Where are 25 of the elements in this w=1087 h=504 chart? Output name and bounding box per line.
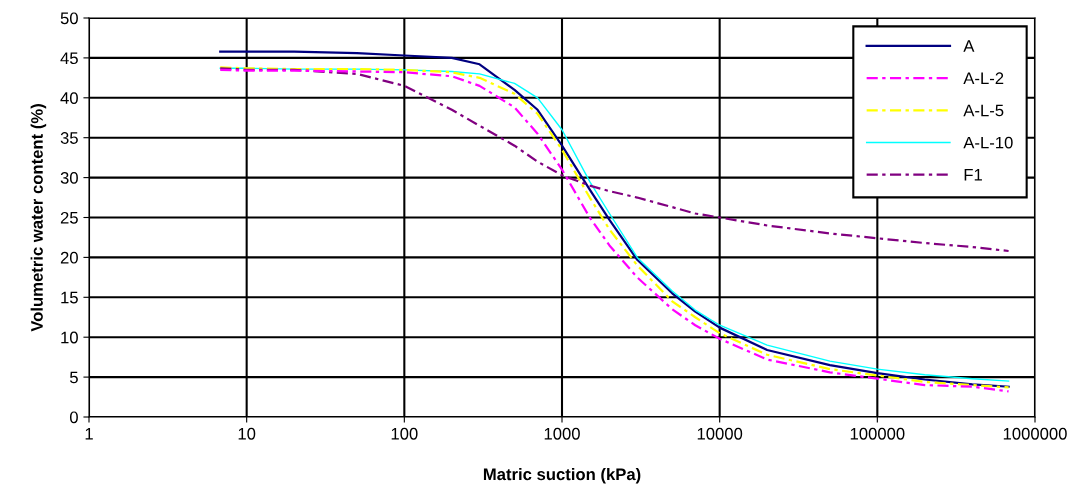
y-tick-label: 30	[60, 172, 78, 184]
y-tick-label: 35	[60, 132, 78, 144]
y-tick-label: 5	[69, 371, 78, 384]
legend-label: F1	[964, 169, 982, 181]
x-tick-label: 10	[238, 427, 256, 440]
x-tick-label: 10000	[697, 427, 743, 440]
y-tick-label: 25	[60, 211, 78, 224]
y-tick-label: 20	[60, 251, 78, 264]
legend-label: A-L-2	[963, 72, 1004, 84]
y-tick-label: 0	[69, 411, 78, 424]
x-tick-label: 1	[85, 428, 93, 440]
x-tick-label: 100	[391, 427, 418, 440]
y-tick-label: 15	[61, 291, 78, 304]
x-axis-title: Matric suction (kPa)	[483, 467, 641, 484]
x-tick-label: 1000	[544, 427, 580, 440]
legend-label: A	[963, 40, 975, 52]
legend-label: A-L-5	[963, 104, 1004, 117]
y-tick-label: 45	[60, 52, 78, 65]
x-tick-label: 1000000	[1003, 427, 1067, 440]
legend-label: A-L-10	[963, 136, 1013, 149]
y-tick-label: 40	[60, 92, 78, 104]
y-tick-label: 10	[61, 331, 78, 344]
x-tick-label: 100000	[850, 427, 905, 440]
y-axis-title: Volumetric water content (%)	[30, 104, 47, 332]
y-tick-label: 50	[60, 12, 78, 25]
